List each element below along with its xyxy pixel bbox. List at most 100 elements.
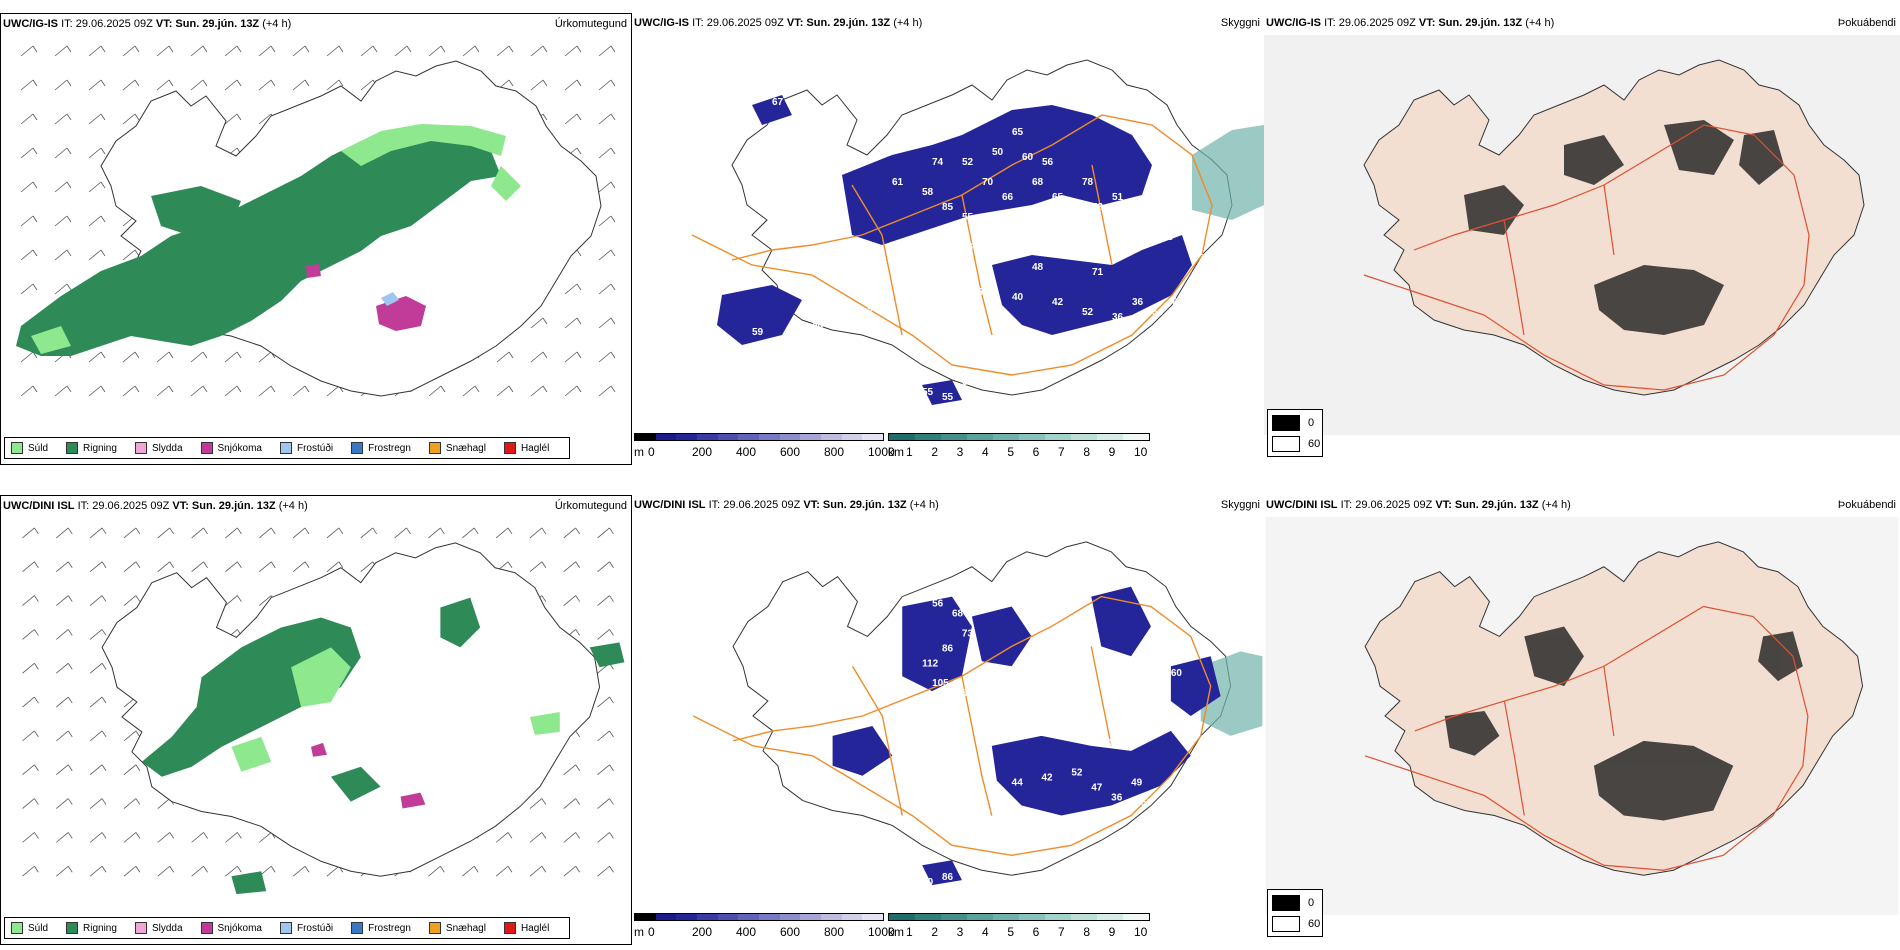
fog-dark-areas [1464,120,1784,335]
cloud-base-value: 39 [952,738,964,749]
wind-barb-flag [67,730,73,738]
cloud-base-value: 71 [1092,267,1104,278]
wind-barb-flag [32,147,38,155]
wind-barb-flag [67,696,73,704]
wind-barb [598,317,612,329]
wind-barb-flag [270,45,276,53]
colorbar-segment [779,434,801,440]
wind-barb [22,764,35,776]
scale-tick-label: 2 [931,925,939,939]
wind-barb [598,351,612,363]
wind-barb-flag [134,249,140,257]
wind-barb-flag [203,561,208,568]
legend-swatch [11,922,23,934]
colorbar-segment [1019,434,1045,440]
cloud-base-value: 65 [892,277,904,288]
wind-barb [225,595,238,606]
cloud-base-value: 29 [812,322,824,333]
cloud-base-value: 112 [922,658,939,669]
cloud-base-value: 36 [1112,312,1124,323]
wind-barb [259,527,272,539]
wind-barb [360,527,373,539]
lead-time: (+4 h) [262,18,292,30]
legend-label: Slydda [151,922,183,934]
fog-index-panel-bottom: UWC/DINI ISL IT: 29.06.2025 09Z VT: Sun.… [1264,495,1900,945]
wind-barb-flag [406,527,411,535]
legend-item: Snjókoma [200,442,262,454]
wind-barb-flag [101,595,107,602]
cloud-base-value: 67 [982,703,994,714]
wind-barb [190,385,204,397]
cloud-base-value: 85 [942,202,954,213]
scale-tick-label: 600 [780,925,801,939]
wind-barb-flag [610,317,616,325]
wind-barb-flag [609,527,614,535]
wind-barb-flag [67,595,73,602]
legend-swatch [279,442,292,454]
wind-barb [360,45,374,57]
scale-tick-label: 5 [1007,925,1015,939]
cloud-base-value: 59 [752,327,764,338]
wind-barb [22,798,35,809]
wind-barb [56,595,69,606]
wind-barb-flag [304,866,310,873]
wind-barb [258,385,272,397]
fog-index-panel-top: UWC/IG-IS IT: 29.06.2025 09Z VT: Sun. 29… [1264,13,1900,465]
panel-label: Úrkomutegund [554,500,627,512]
wind-barb [564,317,578,329]
wind-barb [89,832,103,843]
cloud-base-value: 74 [932,157,944,168]
cloud-base-value: 105 [992,252,1009,263]
cloud-base-scale-top: m 0 200 400 600 800 1000 [634,433,895,461]
wind-barb-flag [135,764,141,771]
panel-label: Skyggni [1220,17,1260,29]
wind-barb [563,527,576,539]
cloud-base-value: 86 [942,872,954,883]
wind-barb-flag [507,832,513,839]
wind-barb [88,147,102,159]
precip-type-panel-top: UWC/IG-IS IT: 29.06.2025 09Z VT: Sun. 29… [0,13,632,465]
fog-dark-areas [1444,626,1803,821]
cloud-base-value: 59 [1232,262,1244,273]
wind-barb [326,561,340,573]
cloud-base-value: 73 [1012,222,1024,233]
wind-barb [225,561,238,573]
wind-barb-flag [135,832,141,839]
colorbar-segment [635,914,656,920]
wind-barb-flag [440,527,445,535]
colorbar-segment [941,914,967,920]
visibility-colorbar [888,913,1150,921]
wind-barb [20,181,34,193]
scale-tick-label: 10 [1134,925,1148,939]
wind-barb-flag [304,45,310,53]
wind-barb [462,527,475,539]
wind-barb-flag [32,113,38,121]
legend-item: Slydda [134,922,183,934]
legend-swatch [428,922,441,934]
wind-barb-flag [32,249,38,257]
precip-freezing-drizzle-area [381,292,399,306]
cloud-base-value: 48 [1032,262,1044,273]
colorbar-segment [1123,434,1149,440]
wind-barb-flag [338,527,344,535]
wind-barb [22,561,35,573]
cloud-base-value: 105 [932,678,949,689]
wind-barb-flag [609,696,614,704]
scale-tick-label: 1000 [868,445,895,459]
wind-barb [56,527,69,539]
scale-tick-label: 8 [1083,925,1091,939]
wind-barb-flag [34,764,39,771]
wind-barb-flag [576,317,582,325]
legend-swatch [134,442,147,454]
wind-barb [530,79,544,91]
scale-tick-label: 6 [1032,445,1040,459]
wind-barb-flag [304,79,310,87]
wind-barb [563,798,576,809]
cloud-base-value: 66 [962,242,974,253]
legend-swatch [66,442,79,454]
wind-barb [156,385,170,397]
scale-tick-label: 7 [1058,445,1065,459]
legend-label: Rigning [83,442,117,454]
wind-barb [88,45,102,57]
panel-title: UWC/IG-IS IT: 29.06.2025 09Z VT: Sun. 29… [634,17,1262,33]
